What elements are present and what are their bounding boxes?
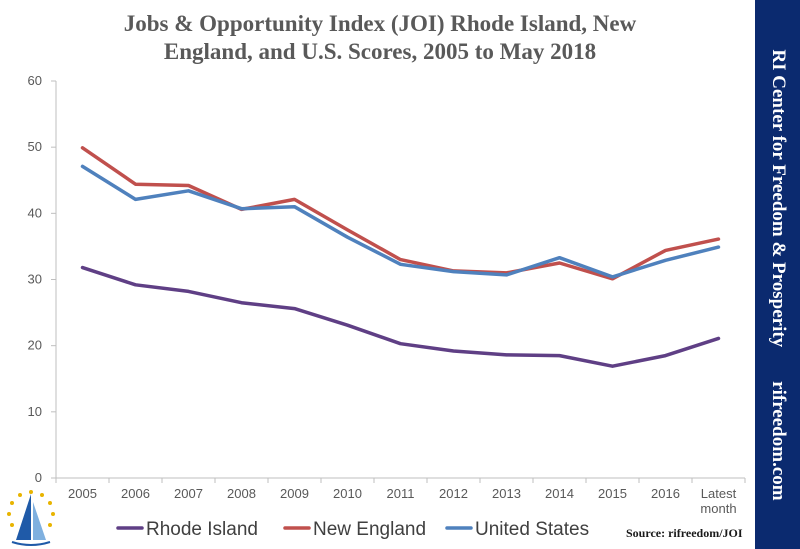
y-tick-label: 60 xyxy=(28,73,42,88)
series-line-new-england xyxy=(80,146,721,281)
brand-name: RI Center for Freedom & Prosperity xyxy=(767,48,789,347)
x-tick-label: 2016 xyxy=(651,486,680,501)
x-tick-label: 2007 xyxy=(174,486,203,501)
legend-label: Rhode Island xyxy=(146,519,258,540)
x-tick-label: 2013 xyxy=(492,486,521,501)
series-line-rhode-island xyxy=(80,265,721,368)
y-tick-label: 10 xyxy=(28,404,42,419)
chart-axes xyxy=(55,81,745,479)
brand-sidebar: RI Center for Freedom & Prosperity rifree… xyxy=(755,0,800,549)
x-tick-label: 2011 xyxy=(387,486,415,501)
x-tick-label: 2014 xyxy=(545,486,574,501)
x-tick-label: 2010 xyxy=(333,486,362,501)
x-tick-label: 2012 xyxy=(439,486,468,501)
chart-title-line-1: Jobs & Opportunity Index (JOI) Rhode Isl… xyxy=(123,11,637,36)
x-tick-label: 2009 xyxy=(280,486,309,501)
y-tick-label: 50 xyxy=(28,139,42,154)
y-tick-label: 30 xyxy=(28,272,42,287)
legend-label: New England xyxy=(313,519,426,540)
brand-text: RI Center for Freedom & Prosperity rifree… xyxy=(767,49,789,500)
y-tick-label: 40 xyxy=(28,205,42,220)
x-tick-label: 2008 xyxy=(227,486,256,501)
series-lines xyxy=(80,146,721,368)
y-axis-ticks: 0 10 20 30 40 50 60 xyxy=(28,73,56,485)
chart-title-line-2: England, and U.S. Scores, 2005 to May 20… xyxy=(163,39,597,64)
y-tick-label: 20 xyxy=(28,338,42,353)
x-tick-label: 2015 xyxy=(598,486,627,501)
x-axis-ticks: 2005 2006 2007 2008 2009 2010 2011 2012 2013 2014… xyxy=(55,478,746,516)
x-tick-label: 2006 xyxy=(121,486,150,501)
x-tick-label: 2005 xyxy=(68,486,97,501)
legend-label: United States xyxy=(475,519,589,540)
chart-legend: Rhode Island New England United States xyxy=(116,519,589,540)
x-tick-label: Latest month xyxy=(700,486,736,516)
chart-title: Jobs & Opportunity Index (JOI) Rhode Isl… xyxy=(40,10,720,66)
brand-url: rifreedom.com xyxy=(767,380,789,501)
y-tick-label: 0 xyxy=(35,470,42,485)
series-line-united-states xyxy=(80,164,721,279)
source-note: Source: rifreedom/JOI xyxy=(626,526,743,540)
chart-area: Jobs & Opportunity Index (JOI) Rhode Isl… xyxy=(7,10,746,546)
sailboat-logo-icon xyxy=(7,490,55,546)
